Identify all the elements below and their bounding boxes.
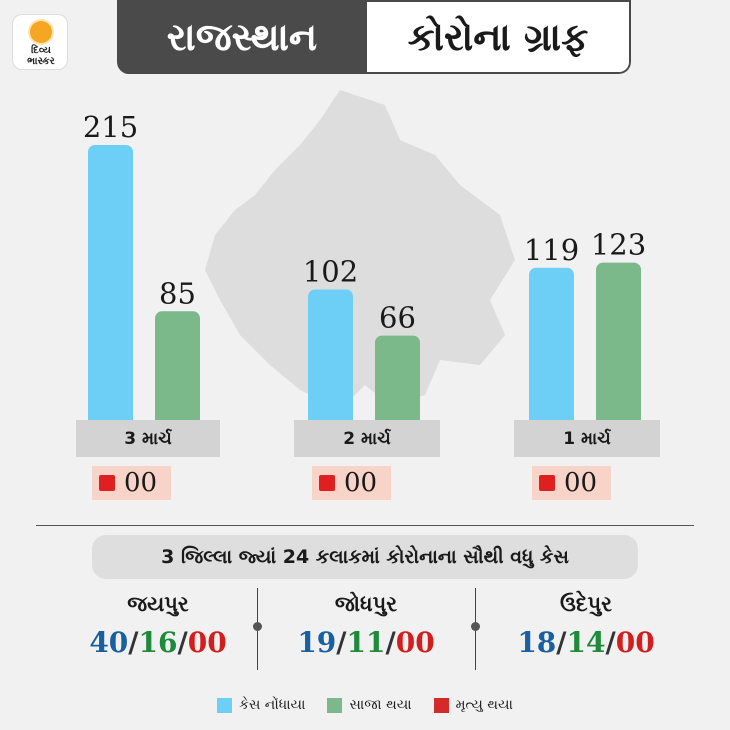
bar-value-label-cases-1: 215 [83, 110, 138, 144]
legend-item-recovered: સાજા થયા [327, 697, 412, 713]
stat-separator: / [128, 626, 139, 659]
date-label-2: 2 માર્ચ [294, 420, 440, 457]
bar-value-label-recovered-1: 85 [159, 276, 196, 310]
district-recovered: 14 [566, 626, 606, 659]
district-name: જયપુર [127, 592, 189, 616]
header-state-title: રાજસ્થાન [117, 0, 367, 74]
district-stats: 40/16/00 [58, 626, 258, 659]
bar-value-label-cases-2: 102 [303, 255, 358, 289]
chart-legend: કેસ નોંધાયા સાજા થયા મૃત્યુ થયા [0, 697, 730, 713]
date-label-1: 3 માર્ચ [76, 420, 220, 457]
deaths-swatch-icon [99, 475, 115, 491]
bar-cases-1 [88, 145, 133, 426]
legend-item-cases: કેસ નોંધાયા [217, 697, 305, 713]
legend-label-recovered: સાજા થયા [349, 697, 412, 713]
deaths-swatch-icon [539, 475, 555, 491]
header-banner: રાજસ્થાન કોરોના ગ્રાફ [117, 0, 631, 74]
sun-icon [30, 21, 52, 43]
bar-recovered-2 [375, 335, 420, 426]
legend-label-deaths: મૃત્યુ થયા [455, 697, 513, 713]
rajasthan-map-silhouette [205, 90, 515, 410]
deaths-value-3: 00 [532, 466, 611, 500]
district-deaths: 00 [395, 626, 435, 659]
header-graph-title: કોરોના ગ્રાફ [367, 0, 631, 74]
legend-label-cases: કેસ નોંધાયા [239, 697, 306, 713]
districts-subtitle: 3 જિલ્લા જ્યાં 24 કલાકમાં કોરોનાના સૌથી … [92, 535, 638, 579]
legend-swatch-cases [217, 697, 233, 713]
district-jaipur: જયપુર 40/16/00 [58, 592, 258, 659]
stat-separator: / [385, 626, 396, 659]
district-recovered: 11 [346, 626, 386, 659]
deaths-swatch-icon [319, 475, 335, 491]
district-deaths: 00 [187, 626, 227, 659]
district-separator [471, 588, 480, 670]
bar-chart: 215 85 102 66 119 123 [83, 110, 646, 426]
district-separator [253, 588, 262, 670]
bar-value-label-recovered-2: 66 [379, 301, 416, 335]
district-deaths: 00 [615, 626, 655, 659]
date-label-3: 1 માર્ચ [514, 420, 660, 457]
separator-dot-icon [471, 622, 480, 631]
bar-recovered-1 [155, 311, 200, 426]
logo-line-1: દિવ્ય [31, 45, 51, 56]
district-udaipur: ઉદેપુર 18/14/00 [486, 592, 686, 659]
section-divider [36, 525, 694, 526]
district-stats: 18/14/00 [486, 626, 686, 659]
district-name: ઉદેપુર [559, 592, 613, 616]
deaths-label-3: 00 [564, 468, 598, 498]
legend-swatch-deaths [433, 697, 449, 713]
deaths-value-1: 00 [92, 466, 171, 500]
bar-value-label-recovered-3: 123 [591, 228, 646, 262]
legend-item-deaths: મૃત્યુ થયા [433, 697, 513, 713]
deaths-value-2: 00 [312, 466, 391, 500]
district-name: જોધપુર [334, 592, 398, 616]
stat-separator: / [177, 626, 188, 659]
legend-swatch-recovered [327, 697, 343, 713]
stat-separator: / [605, 626, 616, 659]
bar-value-label-cases-3: 119 [524, 233, 579, 267]
deaths-label-2: 00 [344, 468, 378, 498]
brand-logo: દિવ્ય ભાસ્કર [12, 14, 68, 70]
logo-line-2: ભાસ્કર [27, 56, 55, 67]
separator-dot-icon [253, 622, 262, 631]
district-jodhpur: જોધપુર 19/11/00 [266, 592, 466, 659]
district-cases: 40 [89, 626, 129, 659]
bar-cases-2 [308, 289, 353, 426]
district-cases: 19 [297, 626, 337, 659]
bar-cases-3 [529, 267, 574, 426]
bar-recovered-3 [596, 262, 641, 426]
deaths-label-1: 00 [124, 468, 158, 498]
district-recovered: 16 [138, 626, 178, 659]
district-stats: 19/11/00 [266, 626, 466, 659]
district-cases: 18 [517, 626, 557, 659]
stat-separator: / [336, 626, 347, 659]
stat-separator: / [556, 626, 567, 659]
